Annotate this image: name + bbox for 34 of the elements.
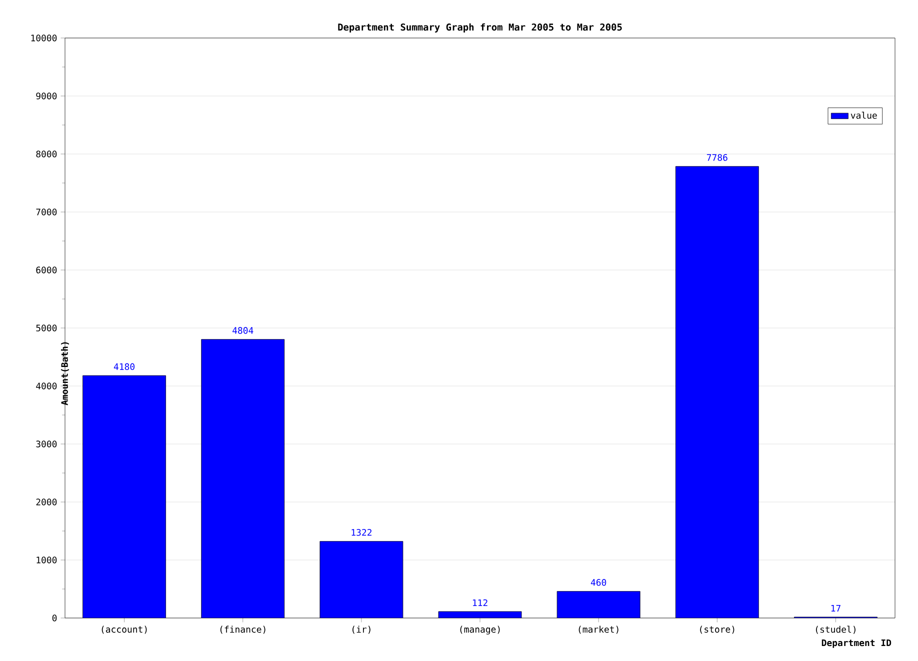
x-axis-title: Department ID <box>822 640 892 648</box>
x-tick-label: (account) <box>102 626 147 634</box>
data-label: 7786 <box>706 154 728 161</box>
data-label: 460 <box>590 579 606 586</box>
y-tick-label: 8000 <box>36 150 57 158</box>
y-axis-title: Amount(Bath) <box>61 342 70 406</box>
x-tick-label: (studel) <box>816 626 856 634</box>
data-label: 112 <box>472 599 488 606</box>
data-label: 17 <box>831 604 840 612</box>
y-tick-label: 3000 <box>36 440 57 448</box>
data-label: 1322 <box>352 529 372 536</box>
y-tick-label: 7000 <box>36 208 57 216</box>
y-tick-label: 2000 <box>36 498 57 506</box>
bar <box>82 376 166 618</box>
bar <box>201 339 285 618</box>
bar <box>320 541 404 618</box>
x-tick-label: (ir) <box>352 626 370 634</box>
chart-title: Department Summary Graph from Mar 2005 to Mar 2005 <box>338 23 622 32</box>
data-label: 4804 <box>232 327 254 334</box>
y-tick-label: 1000 <box>36 556 57 564</box>
x-tick-label: (finance) <box>220 626 266 634</box>
y-tick-label: 5000 <box>36 324 57 332</box>
bar <box>675 166 759 618</box>
y-tick-label: 6000 <box>36 266 57 274</box>
y-tick-label: 10000 <box>31 34 57 42</box>
y-tick-label: 0 <box>52 614 57 622</box>
y-tick-label: 9000 <box>36 92 57 100</box>
bar <box>556 591 640 618</box>
x-tick-label: (store) <box>700 626 734 634</box>
data-label: 4180 <box>114 363 134 370</box>
y-tick-label: 4000 <box>36 382 57 390</box>
x-tick-label: (manage) <box>460 626 500 634</box>
legend-label: value <box>850 112 877 119</box>
x-tick-label: (market) <box>578 626 618 634</box>
